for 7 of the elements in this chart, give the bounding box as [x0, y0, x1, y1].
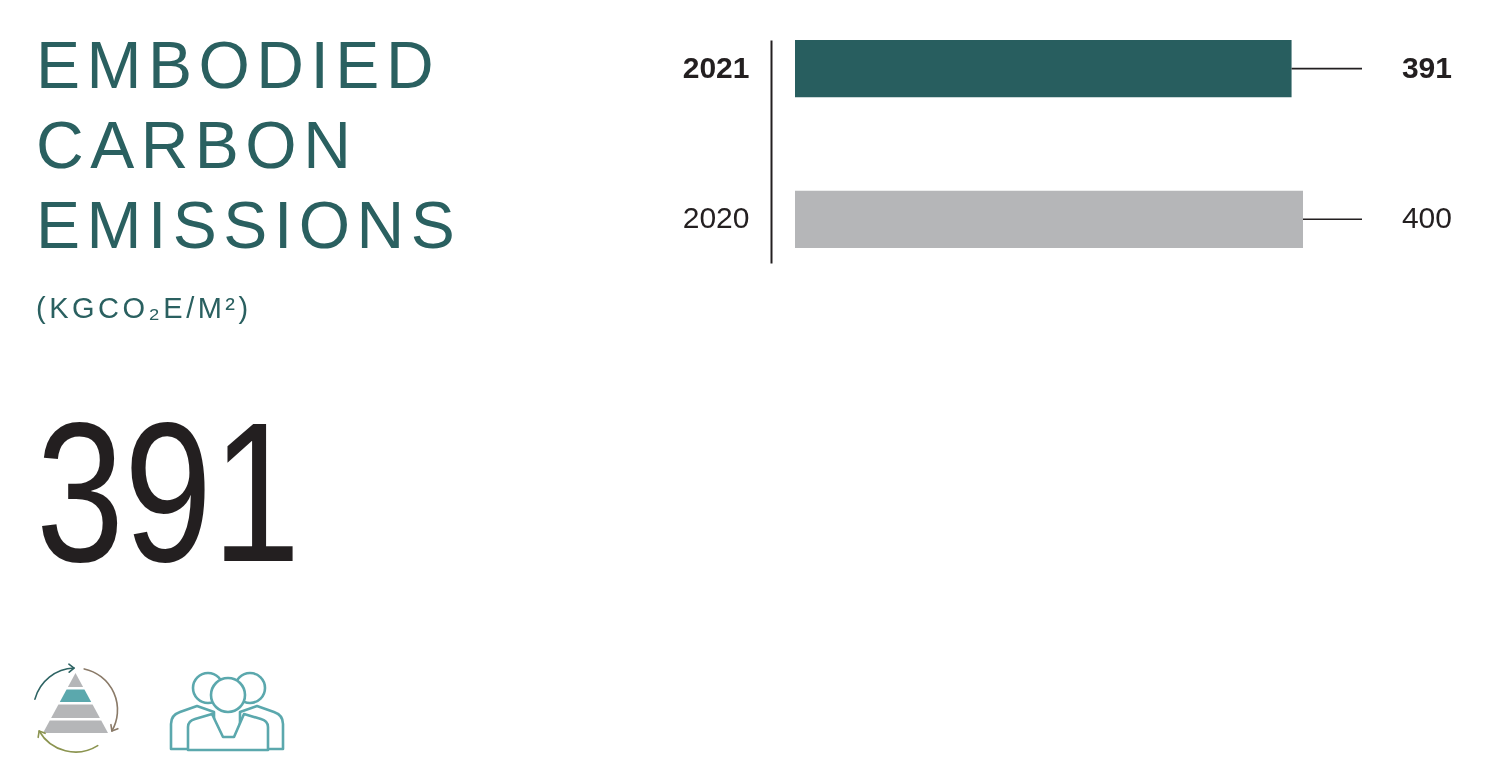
y-tick-label: 2021 — [682, 50, 750, 84]
text: (KGCO₂E/M²) — [36, 292, 252, 324]
data-label: 391 — [1401, 50, 1452, 84]
data-label: 400 — [1401, 201, 1452, 235]
text: EMBODIED CARBON EMISSIONS — [36, 27, 463, 264]
text: 391 — [36, 382, 301, 603]
y-tick-label: 2020 — [682, 201, 750, 235]
